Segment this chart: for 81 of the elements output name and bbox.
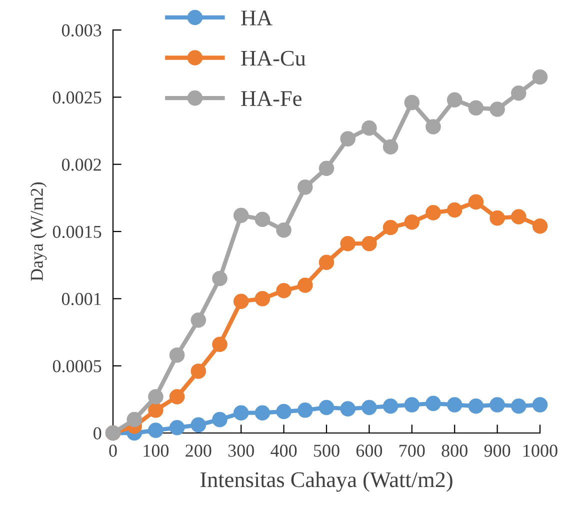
point xyxy=(532,218,548,234)
point xyxy=(318,400,334,416)
point xyxy=(362,236,377,252)
point xyxy=(212,270,228,286)
point xyxy=(212,336,228,352)
point xyxy=(426,119,441,134)
point xyxy=(404,214,420,230)
x-tick-label: 1000 xyxy=(524,444,558,457)
point xyxy=(254,212,270,228)
point xyxy=(190,417,206,433)
point xyxy=(446,202,462,218)
point xyxy=(340,131,356,146)
point xyxy=(233,208,249,224)
point xyxy=(468,398,484,414)
point xyxy=(404,94,420,110)
point xyxy=(148,422,164,438)
point xyxy=(233,294,249,309)
y-tick-label: 0.002 xyxy=(62,158,101,171)
point xyxy=(340,401,356,416)
x-tick-label: 500 xyxy=(314,444,340,457)
point xyxy=(382,139,398,155)
x-tick-label: 0 xyxy=(109,444,117,457)
point xyxy=(318,160,334,176)
point xyxy=(169,420,185,436)
point xyxy=(362,400,377,416)
point xyxy=(426,396,441,412)
y-tick-label: 0.003 xyxy=(62,24,102,37)
point xyxy=(426,205,441,220)
point xyxy=(148,389,164,404)
x-tick-label: 800 xyxy=(442,444,468,457)
point xyxy=(490,397,505,412)
point xyxy=(212,412,228,428)
x-tick-label: 600 xyxy=(356,444,382,457)
point xyxy=(382,220,398,236)
y-tick-label: 0.001 xyxy=(62,292,101,306)
point xyxy=(169,389,185,404)
y-tick-label: 0.0025 xyxy=(52,91,102,104)
point xyxy=(468,194,484,210)
y-tick-label: 0.0005 xyxy=(52,360,102,372)
point xyxy=(490,210,505,226)
point xyxy=(532,69,548,85)
x-tick-label: 400 xyxy=(270,444,297,457)
point xyxy=(298,180,313,195)
x-tick-label: 300 xyxy=(228,444,254,457)
point xyxy=(276,222,292,238)
point xyxy=(126,412,142,428)
y-tick-label: 0.0015 xyxy=(52,226,102,238)
point xyxy=(190,312,206,328)
x-axis-title: Intensitas Cahaya (Watt/m2) xyxy=(200,472,452,492)
point xyxy=(382,398,398,414)
y-axis-title: Daya (W/m2) xyxy=(30,182,47,281)
point xyxy=(298,278,313,293)
legend-label: HA xyxy=(241,10,272,26)
point xyxy=(276,282,292,298)
point xyxy=(468,100,484,116)
point xyxy=(298,402,313,418)
point xyxy=(511,85,526,101)
point xyxy=(511,209,526,224)
point xyxy=(362,120,377,136)
point xyxy=(446,92,462,108)
legend-label: HA-Fe xyxy=(241,91,302,106)
x-tick-label: 100 xyxy=(144,444,169,457)
x-tick-label: 200 xyxy=(186,444,212,457)
point xyxy=(169,347,185,363)
point xyxy=(318,254,334,270)
point xyxy=(190,364,206,379)
point xyxy=(340,236,356,252)
point xyxy=(446,397,462,412)
point xyxy=(233,405,249,420)
legend-label: HA-Cu xyxy=(241,50,306,66)
point xyxy=(276,404,292,420)
point xyxy=(490,102,505,117)
point xyxy=(148,402,164,418)
point xyxy=(254,405,270,420)
point xyxy=(532,397,548,412)
y-tick-label: 0 xyxy=(94,427,102,440)
point xyxy=(254,291,270,306)
point xyxy=(404,397,420,412)
point xyxy=(511,398,526,414)
x-tick-label: 700 xyxy=(400,444,425,457)
x-tick-label: 900 xyxy=(484,444,510,457)
